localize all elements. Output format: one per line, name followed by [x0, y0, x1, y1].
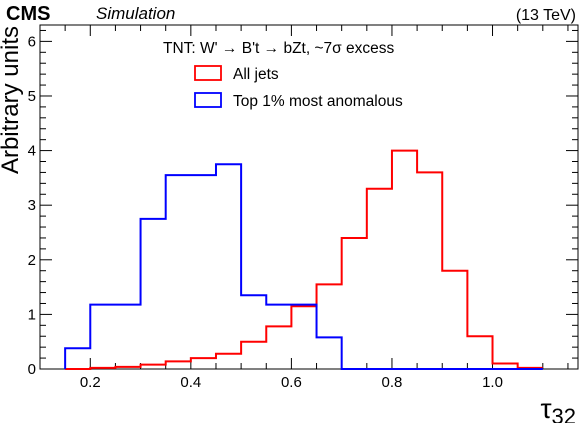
y-axis-label: Arbitrary units — [0, 26, 24, 174]
y-tick-label: 5 — [28, 88, 36, 105]
histogram-bin-series-1-9 — [291, 305, 316, 369]
y-tick-label: 4 — [28, 143, 36, 160]
plot-frame — [39, 24, 579, 370]
histogram-bin-series-0-4 — [166, 361, 191, 369]
histogram-bin-series-0-10 — [317, 284, 342, 369]
experiment-label: CMS — [6, 3, 50, 25]
legend-swatch-all-jets — [194, 65, 222, 81]
y-tick-label: 0 — [28, 361, 36, 378]
x-tick-label: 0.4 — [180, 374, 201, 391]
x-tick-label: 0.8 — [382, 374, 403, 391]
histogram-bin-series-0-11 — [342, 238, 367, 369]
x-tick-label: 0.6 — [281, 374, 302, 391]
histogram-series-0 — [65, 149, 543, 370]
histogram-bin-series-0-15 — [442, 271, 467, 369]
histogram-bin-series-0-9 — [291, 306, 316, 369]
x-axis-label: τ32 — [540, 393, 576, 423]
histogram-bin-series-1-4 — [166, 175, 191, 369]
y-tick-label: 6 — [28, 33, 36, 50]
histogram-bin-series-1-10 — [317, 337, 342, 369]
histogram-bin-series-0-7 — [241, 342, 266, 369]
histogram-bin-series-1-8 — [266, 305, 291, 369]
histogram-bin-series-0-8 — [266, 326, 291, 369]
legend-title: TNT: W' → B't → bZt, ~7σ excess — [163, 40, 394, 57]
energy-label: (13 TeV) — [516, 7, 576, 24]
x-tick-label: 1.0 — [482, 374, 503, 391]
histogram-bin-series-1-6 — [216, 164, 241, 369]
histogram-bin-series-0-12 — [367, 189, 392, 369]
histogram-bin-series-1-7 — [241, 295, 266, 369]
histogram-bin-series-1-1 — [90, 305, 115, 369]
x-tick-label: 0.2 — [80, 374, 101, 391]
histogram-bin-series-0-5 — [191, 358, 216, 369]
histogram-bin-series-0-6 — [216, 354, 241, 369]
y-tick-label: 2 — [28, 252, 36, 269]
legend-label-top-anomalous: Top 1% most anomalous — [233, 93, 403, 110]
histogram-bin-series-1-5 — [191, 175, 216, 369]
histogram-bin-series-0-16 — [467, 336, 492, 369]
y-tick-label: 1 — [28, 306, 36, 323]
legend-label-all-jets: All jets — [233, 66, 279, 83]
series-layer — [64, 149, 543, 370]
histogram-bin-series-0-14 — [417, 172, 442, 369]
histogram-bin-series-1-2 — [115, 305, 140, 369]
axes: 0.2 0.4 0.6 0.8 1.0 0 1 2 3 4 5 6 — [28, 25, 578, 391]
histogram-bin-series-1-3 — [141, 219, 166, 369]
legend-swatch-top-anomalous — [194, 92, 222, 108]
y-tick-label: 3 — [28, 197, 36, 214]
legend: TNT: W' → B't → bZt, ~7σ excess All jets… — [163, 40, 403, 110]
histogram-bin-series-1-0 — [65, 348, 90, 369]
histogram-bin-series-0-13 — [392, 151, 417, 369]
simulation-label: Simulation — [96, 4, 175, 23]
histogram-series-1 — [64, 163, 543, 370]
